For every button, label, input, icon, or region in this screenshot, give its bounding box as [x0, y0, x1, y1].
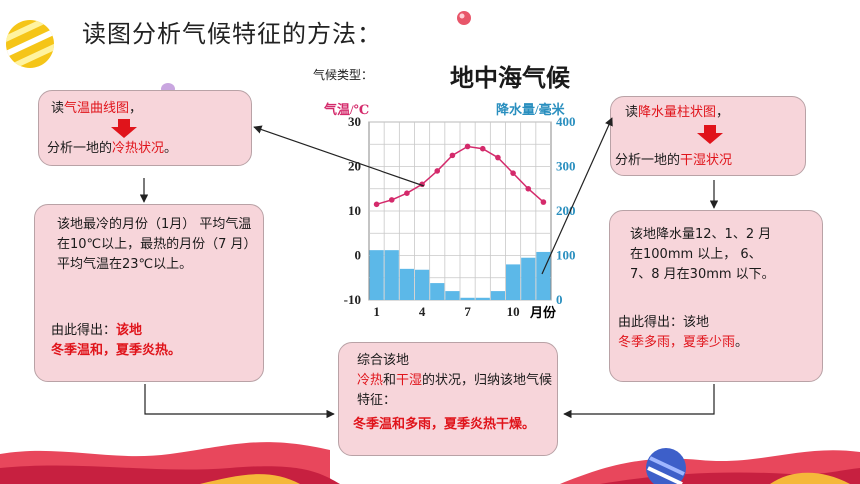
temperature-point: [525, 185, 532, 192]
precipitation-bar: [369, 250, 384, 300]
precipitation-bar: [521, 257, 536, 300]
precipitation-analysis-box: 该地降水量12、1、2 月在100mm 以上， 6、7、8 月在30mm 以下。…: [609, 210, 823, 382]
precipitation-tick-label: 100: [556, 248, 576, 263]
precipitation-bar: [399, 268, 414, 300]
precipitation-conclusion-line2: 冬季多雨，夏季少雨。: [618, 335, 749, 350]
precipitation-tick-label: 200: [556, 203, 576, 218]
month-tick-label: 1: [373, 304, 380, 319]
precipitation-bar: [460, 297, 475, 300]
summary-line1: 综合该地: [357, 353, 410, 368]
temperature-line-pointer: [253, 125, 425, 187]
temperature-conclusion-line2: 冬季温和，夏季炎热。: [51, 343, 182, 358]
temperature-point: [373, 201, 380, 208]
precipitation-analysis-text: 该地降水量12、1、2 月在100mm 以上， 6、7、8 月在30mm 以下。: [630, 227, 775, 282]
temperature-tick-label: 30: [348, 114, 361, 129]
precipitation-bar: [430, 283, 445, 300]
month-tick-label: 4: [419, 304, 426, 319]
temperature-method-line1: 读气温曲线图，: [51, 101, 143, 116]
summary-conclusion: 冬季温和多雨，夏季炎热干燥。: [353, 417, 536, 432]
temperature-point: [464, 143, 471, 150]
precipitation-method-line1: 读降水量柱状图，: [625, 105, 730, 120]
decorative-ball: [6, 20, 54, 68]
temperature-tick-label: 20: [348, 159, 361, 174]
climate-type-label: 气候类型：: [313, 68, 374, 82]
precipitation-bar: [506, 264, 521, 300]
temperature-tick-label: 0: [355, 248, 362, 263]
precipitation-bar: [475, 297, 490, 300]
precipitation-bar: [445, 291, 460, 300]
precipitation-tick-label: 0: [556, 292, 563, 307]
precipitation-tick-label: 300: [556, 159, 576, 174]
month-unit-label: 月份: [529, 305, 557, 320]
temperature-analysis-text: 该地最冷的月份（1月） 平均气温在10℃以上，最热的月份（7 月） 平均气温在2…: [57, 217, 257, 272]
temperature-point: [449, 152, 456, 159]
temperature-method-line2: 分析一地的冷热状况。: [47, 141, 178, 156]
temperature-point: [510, 170, 516, 176]
decorative-wave: [0, 442, 860, 484]
temperature-point: [495, 154, 501, 161]
temperature-analysis-box: 该地最冷的月份（1月） 平均气温在10℃以上，最热的月份（7 月） 平均气温在2…: [34, 204, 264, 382]
decorative-ball-small: [457, 11, 471, 25]
temperature-point: [404, 190, 410, 196]
down-arrow-icon: [111, 119, 137, 138]
summary-line2: 冷热和干湿的状况，归纳该地气候特征：: [357, 373, 553, 408]
left-to-summary-arrow: [144, 384, 335, 419]
right-to-summary-arrow: [563, 384, 715, 419]
month-tick-label: 7: [464, 304, 471, 319]
precipitation-bar: [490, 291, 505, 300]
temperature-tick-label: 10: [348, 203, 361, 218]
precipitation-conclusion-line1: 由此得出：该地: [618, 315, 710, 330]
page-title: 读图分析气候特征的方法：: [82, 20, 382, 48]
summary-box: 综合该地 冷热和干湿的状况，归纳该地气候特征： 冬季温和多雨，夏季炎热干燥。: [338, 342, 558, 456]
temperature-point: [540, 199, 547, 205]
temperature-point: [479, 145, 486, 152]
precipitation-bar: [415, 269, 430, 300]
temperature-point: [434, 168, 441, 174]
temperature-method-box: 读气温曲线图， 分析一地的冷热状况。: [38, 90, 252, 166]
temperature-axis-label: 气温/℃: [324, 102, 369, 117]
temperature-tick-label: -10: [344, 292, 361, 307]
precipitation-tick-label: 400: [556, 114, 576, 129]
precipitation-bar-pointer: [541, 117, 613, 275]
precipitation-axis-label: 降水量/毫米: [496, 102, 566, 117]
month-tick-label: 10: [507, 304, 520, 319]
precipitation-method-box: 读降水量柱状图， 分析一地的干湿状况: [610, 96, 806, 176]
climate-type-name: 地中海气候: [450, 64, 570, 92]
precipitation-method-line2: 分析一地的干湿状况: [615, 153, 733, 168]
precipitation-bar: [384, 250, 399, 300]
temperature-conclusion-line1: 由此得出：该地: [51, 323, 143, 338]
decorative-ball: [646, 448, 686, 484]
temperature-point: [388, 197, 395, 203]
down-arrow-icon: [697, 125, 723, 144]
